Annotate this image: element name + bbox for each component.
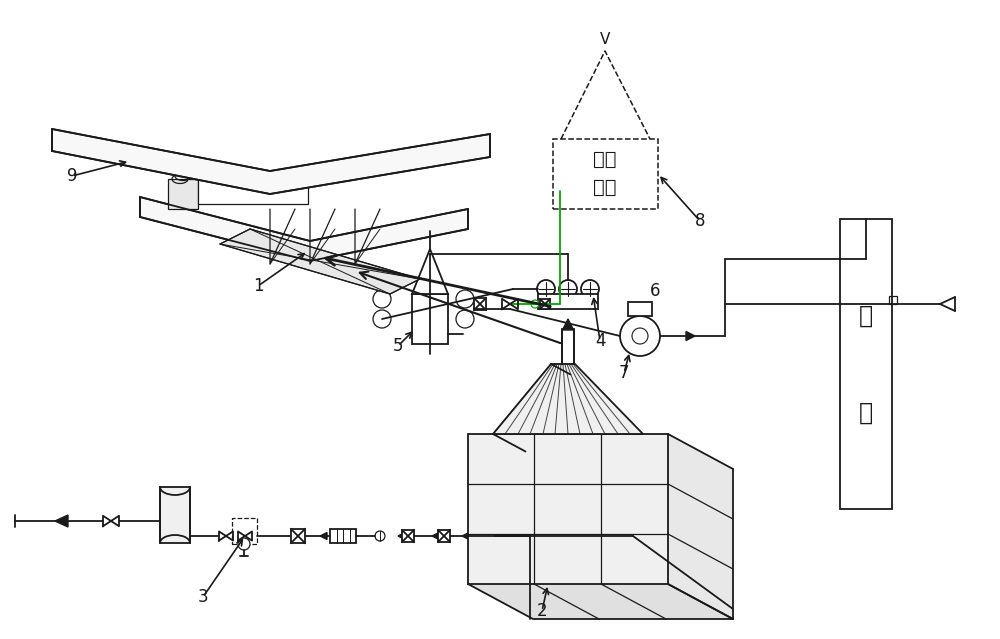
Polygon shape: [426, 221, 434, 229]
Bar: [330, 529, 356, 543]
Polygon shape: [562, 319, 574, 330]
Circle shape: [456, 310, 474, 328]
Text: 2: 2: [537, 602, 547, 620]
Circle shape: [456, 290, 474, 308]
Bar: [889, 296, 897, 304]
Polygon shape: [432, 533, 438, 539]
Bar: [540, 299, 550, 309]
Circle shape: [620, 316, 660, 356]
Text: 5: 5: [393, 337, 403, 355]
Bar: [160, 487, 190, 543]
Text: 4: 4: [595, 332, 605, 350]
Text: 电石: 电石: [593, 178, 617, 197]
Text: 1: 1: [253, 277, 263, 295]
Bar: [553, 139, 658, 209]
Bar: [538, 294, 598, 309]
Polygon shape: [140, 197, 468, 261]
Polygon shape: [468, 584, 733, 619]
Bar: [468, 434, 668, 584]
Circle shape: [373, 310, 391, 328]
Text: 6: 6: [650, 282, 660, 300]
Polygon shape: [52, 129, 490, 194]
Bar: [232, 518, 257, 544]
Polygon shape: [668, 434, 733, 619]
Polygon shape: [168, 179, 198, 209]
Circle shape: [581, 280, 599, 298]
Polygon shape: [320, 532, 327, 539]
Text: 9: 9: [67, 167, 77, 185]
Polygon shape: [412, 249, 448, 294]
Polygon shape: [686, 332, 695, 341]
Polygon shape: [462, 533, 468, 539]
Bar: [474, 298, 486, 310]
Text: V: V: [600, 31, 610, 47]
Text: 料仓: 料仓: [593, 150, 617, 169]
Circle shape: [632, 328, 648, 344]
Bar: [438, 530, 450, 542]
Bar: [840, 219, 892, 509]
Polygon shape: [198, 179, 308, 204]
Polygon shape: [55, 515, 68, 527]
Bar: [291, 529, 305, 543]
Bar: [412, 294, 448, 344]
Circle shape: [373, 290, 391, 308]
Bar: [402, 530, 414, 542]
Circle shape: [559, 280, 577, 298]
Polygon shape: [493, 364, 643, 434]
Text: 7: 7: [619, 364, 629, 382]
Text: 烟: 烟: [859, 401, 873, 425]
Circle shape: [531, 300, 539, 308]
Circle shape: [537, 280, 555, 298]
Text: 3: 3: [198, 588, 208, 606]
Circle shape: [238, 538, 250, 550]
Circle shape: [375, 531, 385, 541]
Polygon shape: [398, 533, 404, 539]
Text: 8: 8: [695, 212, 705, 230]
Polygon shape: [220, 229, 420, 294]
Bar: [628, 302, 652, 316]
Text: 囱: 囱: [859, 304, 873, 328]
Polygon shape: [468, 434, 668, 584]
